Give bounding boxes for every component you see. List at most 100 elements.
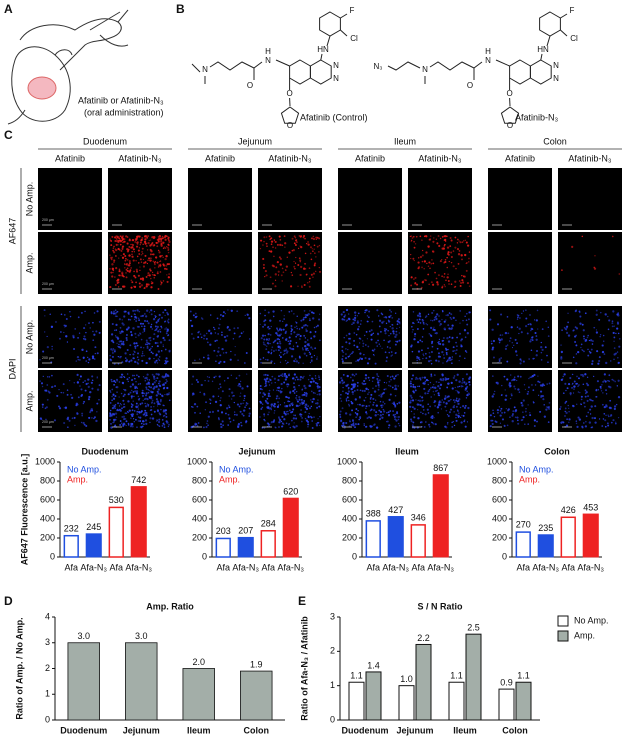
signal-dot <box>165 415 168 418</box>
signal-dot <box>158 425 161 427</box>
signal-dot <box>148 389 151 392</box>
signal-dot <box>526 392 529 395</box>
signal-dot <box>443 261 445 264</box>
signal-dot <box>413 407 416 410</box>
signal-dot <box>141 247 144 250</box>
bond <box>560 29 568 37</box>
signal-dot <box>372 403 375 406</box>
signal-dot <box>132 309 135 312</box>
signal-dot <box>128 245 131 248</box>
signal-dot <box>464 350 467 352</box>
signal-dot <box>423 354 425 357</box>
signal-dot <box>220 397 222 399</box>
signal-dot <box>298 396 301 399</box>
signal-dot <box>314 375 317 377</box>
signal-dot <box>469 383 471 386</box>
signal-dot <box>228 395 230 397</box>
signal-dot <box>507 408 510 411</box>
signal-dot <box>116 310 119 313</box>
signal-dot <box>310 360 313 362</box>
signal-dot <box>130 331 133 334</box>
signal-dot <box>121 245 125 248</box>
signal-dot <box>114 424 117 427</box>
signal-dot <box>547 361 549 364</box>
signal-dot <box>111 323 114 326</box>
signal-dot <box>303 310 306 312</box>
signal-dot <box>142 420 145 423</box>
signal-dot <box>296 345 299 348</box>
signal-dot <box>498 358 501 361</box>
signal-dot <box>373 424 375 426</box>
signal-dot <box>85 324 87 326</box>
signal-dot <box>541 348 544 351</box>
signal-dot <box>571 386 573 389</box>
signal-dot <box>616 321 619 324</box>
signal-dot <box>131 425 134 428</box>
signal-dot <box>520 401 523 405</box>
signal-dot <box>610 421 613 424</box>
signal-dot <box>263 236 266 239</box>
signal-dot <box>533 373 536 377</box>
signal-dot <box>351 402 354 405</box>
chart-title: Duodenum <box>82 446 129 456</box>
signal-dot <box>111 349 114 352</box>
signal-dot <box>278 340 281 343</box>
signal-dot <box>207 424 209 426</box>
signal-dot <box>413 246 416 249</box>
signal-dot <box>265 400 268 404</box>
signal-dot <box>363 424 365 427</box>
signal-dot <box>119 376 122 379</box>
signal-dot <box>412 384 414 386</box>
signal-dot <box>113 413 115 416</box>
signal-dot <box>510 394 513 397</box>
signal-dot <box>304 406 307 409</box>
signal-dot <box>595 396 597 398</box>
signal-dot <box>162 404 165 407</box>
signal-dot <box>144 261 147 264</box>
signal-dot <box>118 257 120 259</box>
signal-dot <box>612 379 615 382</box>
signal-dot <box>613 340 615 342</box>
signal-dot <box>571 383 573 385</box>
signal-dot <box>535 319 538 322</box>
signal-dot <box>87 361 90 364</box>
signal-dot <box>356 412 359 416</box>
signal-dot <box>427 383 429 386</box>
signal-dot <box>491 328 494 331</box>
bond <box>326 35 331 47</box>
signal-dot <box>450 255 453 259</box>
signal-dot <box>228 418 231 420</box>
signal-dot <box>356 359 359 361</box>
signal-dot <box>127 393 130 396</box>
signal-dot <box>58 407 62 410</box>
signal-dot <box>130 403 133 405</box>
signal-dot <box>527 390 530 393</box>
signal-dot <box>429 381 432 384</box>
signal-dot <box>342 373 345 376</box>
signal-dot <box>603 353 606 355</box>
signal-dot <box>202 426 205 429</box>
signal-dot <box>439 404 442 406</box>
signal-dot <box>442 343 445 346</box>
signal-dot <box>162 247 165 250</box>
signal-dot <box>212 395 215 398</box>
signal-dot <box>296 399 298 401</box>
signal-dot <box>546 406 550 409</box>
signal-dot <box>269 334 272 336</box>
signal-dot <box>602 340 605 342</box>
signal-dot <box>120 330 124 333</box>
signal-dot <box>118 318 121 321</box>
signal-dot <box>310 399 312 401</box>
signal-dot <box>128 313 130 315</box>
signal-dot <box>282 354 285 356</box>
signal-dot <box>273 402 276 406</box>
data-label: 1.0 <box>400 674 413 684</box>
signal-dot <box>280 274 283 277</box>
signal-dot <box>279 361 282 363</box>
signal-dot <box>130 397 133 399</box>
signal-dot <box>358 403 361 406</box>
signal-dot <box>374 399 377 401</box>
signal-dot <box>416 359 418 361</box>
signal-dot <box>522 360 525 363</box>
signal-dot <box>160 283 162 286</box>
